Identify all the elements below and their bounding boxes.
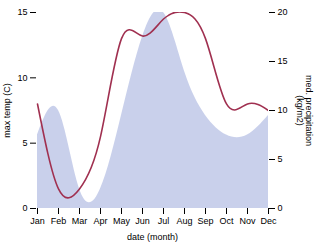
- svg-text:5: 5: [22, 138, 27, 148]
- svg-text:Aug: Aug: [176, 216, 192, 226]
- svg-text:max temp (C): max temp (C): [2, 83, 12, 138]
- svg-text:15: 15: [278, 56, 288, 66]
- svg-text:0: 0: [22, 203, 27, 213]
- svg-text:20: 20: [278, 7, 288, 17]
- svg-text:Feb: Feb: [51, 216, 67, 226]
- svg-text:Mar: Mar: [72, 216, 88, 226]
- svg-text:Nov: Nov: [239, 216, 256, 226]
- svg-text:5: 5: [278, 154, 283, 164]
- svg-text:May: May: [113, 216, 131, 226]
- svg-text:med. precipitation(kg/m2): med. precipitation(kg/m2): [295, 75, 314, 146]
- svg-text:Apr: Apr: [93, 216, 107, 226]
- svg-text:0: 0: [278, 203, 283, 213]
- svg-text:10: 10: [278, 105, 288, 115]
- svg-text:Jan: Jan: [30, 216, 45, 226]
- svg-text:15: 15: [17, 7, 27, 17]
- svg-text:Dec: Dec: [260, 216, 277, 226]
- svg-text:10: 10: [17, 73, 27, 83]
- svg-text:Oct: Oct: [219, 216, 234, 226]
- svg-text:Jul: Jul: [158, 216, 170, 226]
- svg-text:Jun: Jun: [135, 216, 150, 226]
- svg-text:date (month): date (month): [127, 232, 178, 242]
- svg-text:Sep: Sep: [197, 216, 213, 226]
